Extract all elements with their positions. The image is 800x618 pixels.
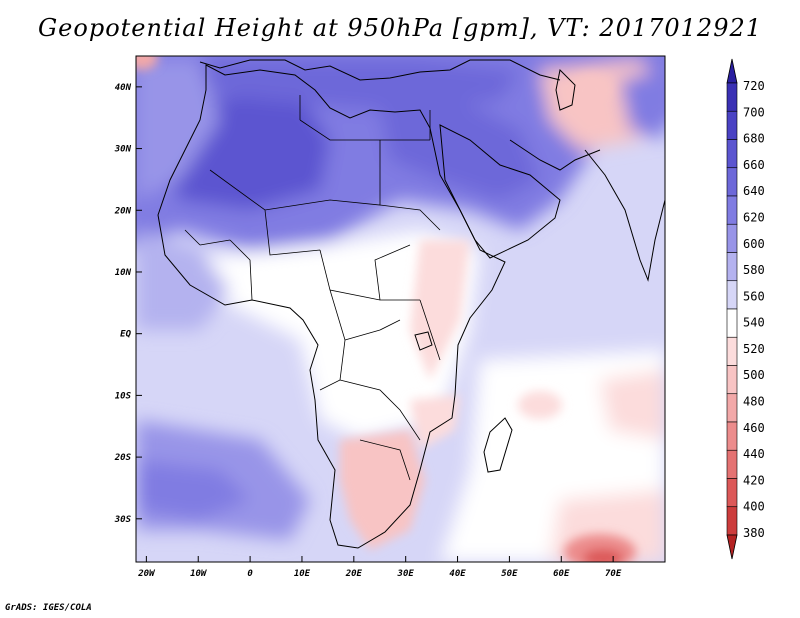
colorbar-swatch-4 [726, 167, 738, 197]
colorbar-swatch-6 [726, 223, 738, 253]
colorbar-swatch-9 [726, 308, 738, 338]
madagascar-coastline [483, 417, 513, 473]
field-zone-madagascar-east [518, 391, 562, 419]
field-zone-egypt-core [380, 100, 540, 200]
coastlines [157, 59, 665, 549]
colorbar-cap-top [726, 58, 738, 84]
colorbar-swatch-13 [726, 421, 738, 451]
caspian-coastline [555, 68, 576, 111]
lon-tick-label-9: 70E [605, 569, 622, 579]
colorbar-swatch-2 [726, 110, 738, 140]
lat-tick-label-3: 10N [115, 268, 132, 278]
colorbar-label-7: 580 [743, 263, 765, 277]
colorbar-label-5: 620 [743, 210, 765, 224]
lon-tick-label-8: 60E [553, 569, 570, 579]
colorbar-swatch-7 [726, 252, 738, 282]
colorbar-cap-bottom [726, 534, 738, 560]
colorbar: 720 700 680 660 640 620 600 580 560 540 520 500 480 4… [726, 58, 765, 560]
field-zone-far-east-blue [620, 70, 665, 140]
colorbar-swatch-8 [726, 280, 738, 310]
colorbar-label-16: 400 [743, 500, 765, 514]
europe-coastline [199, 59, 561, 81]
map-title: Geopotential Height at 950hPa [gpm], VT:… [38, 14, 762, 42]
field-zone-mozambique [410, 395, 460, 450]
field-zone-west-atlantic [136, 230, 230, 330]
colorbar-label-3: 660 [743, 158, 765, 172]
colorbar-label-10: 520 [743, 342, 765, 356]
footer-credit: GrADS: IGES/COLA [5, 603, 92, 613]
colorbar-label-1: 700 [743, 105, 765, 119]
india-coastline [584, 149, 665, 282]
lat-tick-label-2: 20N [114, 206, 132, 216]
field-zone-south-atlantic-core [136, 460, 250, 520]
lat-tick-label-6: 20S [114, 453, 132, 463]
arabia-coastline [439, 124, 561, 259]
colorbar-label-9: 540 [743, 316, 765, 330]
colorbar-label-2: 680 [743, 132, 765, 146]
field-zone-low-core [583, 549, 623, 562]
height-field [136, 56, 665, 562]
colorbar-label-4: 640 [743, 184, 765, 198]
lon-tick-label-1: 10W [190, 569, 208, 579]
colorbar-label-0: 720 [743, 79, 765, 93]
map-frame [135, 55, 666, 563]
lon-tick-label-6: 40E [449, 569, 466, 579]
lat-tick-label-0: 40N [115, 83, 132, 93]
lon-tick-label-3: 10E [294, 569, 311, 579]
colorbar-swatch-16 [726, 506, 738, 536]
field-zone-corner-pink [136, 56, 158, 70]
colorbar-label-13: 460 [743, 421, 765, 435]
lon-tick-label-7: 50E [501, 569, 518, 579]
latitude-axis: 40N 30N 20N 10N EQ 10S 20S 30S [114, 83, 142, 525]
colorbar-swatch-10 [726, 336, 738, 366]
country-borders [184, 95, 441, 481]
colorbar-swatch-12 [726, 393, 738, 423]
field-zone-pink-east [600, 370, 665, 440]
colorbar-swatch-5 [726, 195, 738, 225]
field-zone-northwest [136, 60, 220, 200]
africa-coastline [157, 64, 506, 549]
field-zone-caspian-pink [568, 74, 612, 106]
colorbar-label-14: 440 [743, 447, 765, 461]
colorbar-label-6: 600 [743, 237, 765, 251]
lon-tick-label-2: 0 [247, 569, 253, 579]
longitude-axis: 20W 10W 0 10E 20E 30E 40E 50E 60E 70E [137, 556, 622, 579]
gulf-coastline [509, 139, 601, 171]
colorbar-swatch-15 [726, 478, 738, 508]
colorbar-label-11: 500 [743, 368, 765, 382]
colorbar-swatch-3 [726, 139, 738, 169]
colorbar-label-17: 380 [743, 526, 765, 540]
lake-victoria [414, 331, 433, 351]
lon-tick-label-5: 30E [397, 569, 415, 579]
colorbar-label-15: 420 [743, 473, 765, 487]
colorbar-swatch-1 [726, 82, 738, 112]
border-lines [184, 95, 441, 481]
lon-tick-label-0: 20W [137, 569, 156, 579]
lat-tick-label-4: EQ [120, 330, 131, 340]
colorbar-label-12: 480 [743, 395, 765, 409]
lat-tick-label-1: 30N [114, 145, 132, 155]
field-zone-east-africa [410, 240, 470, 380]
colorbar-label-8: 560 [743, 289, 765, 303]
field-zone-central-white [180, 230, 480, 440]
lat-tick-label-5: 10S [115, 391, 132, 401]
lat-tick-label-7: 30S [114, 515, 132, 525]
lon-tick-label-4: 20E [345, 569, 363, 579]
colorbar-swatch-11 [726, 365, 738, 395]
colorbar-swatch-14 [726, 449, 738, 479]
